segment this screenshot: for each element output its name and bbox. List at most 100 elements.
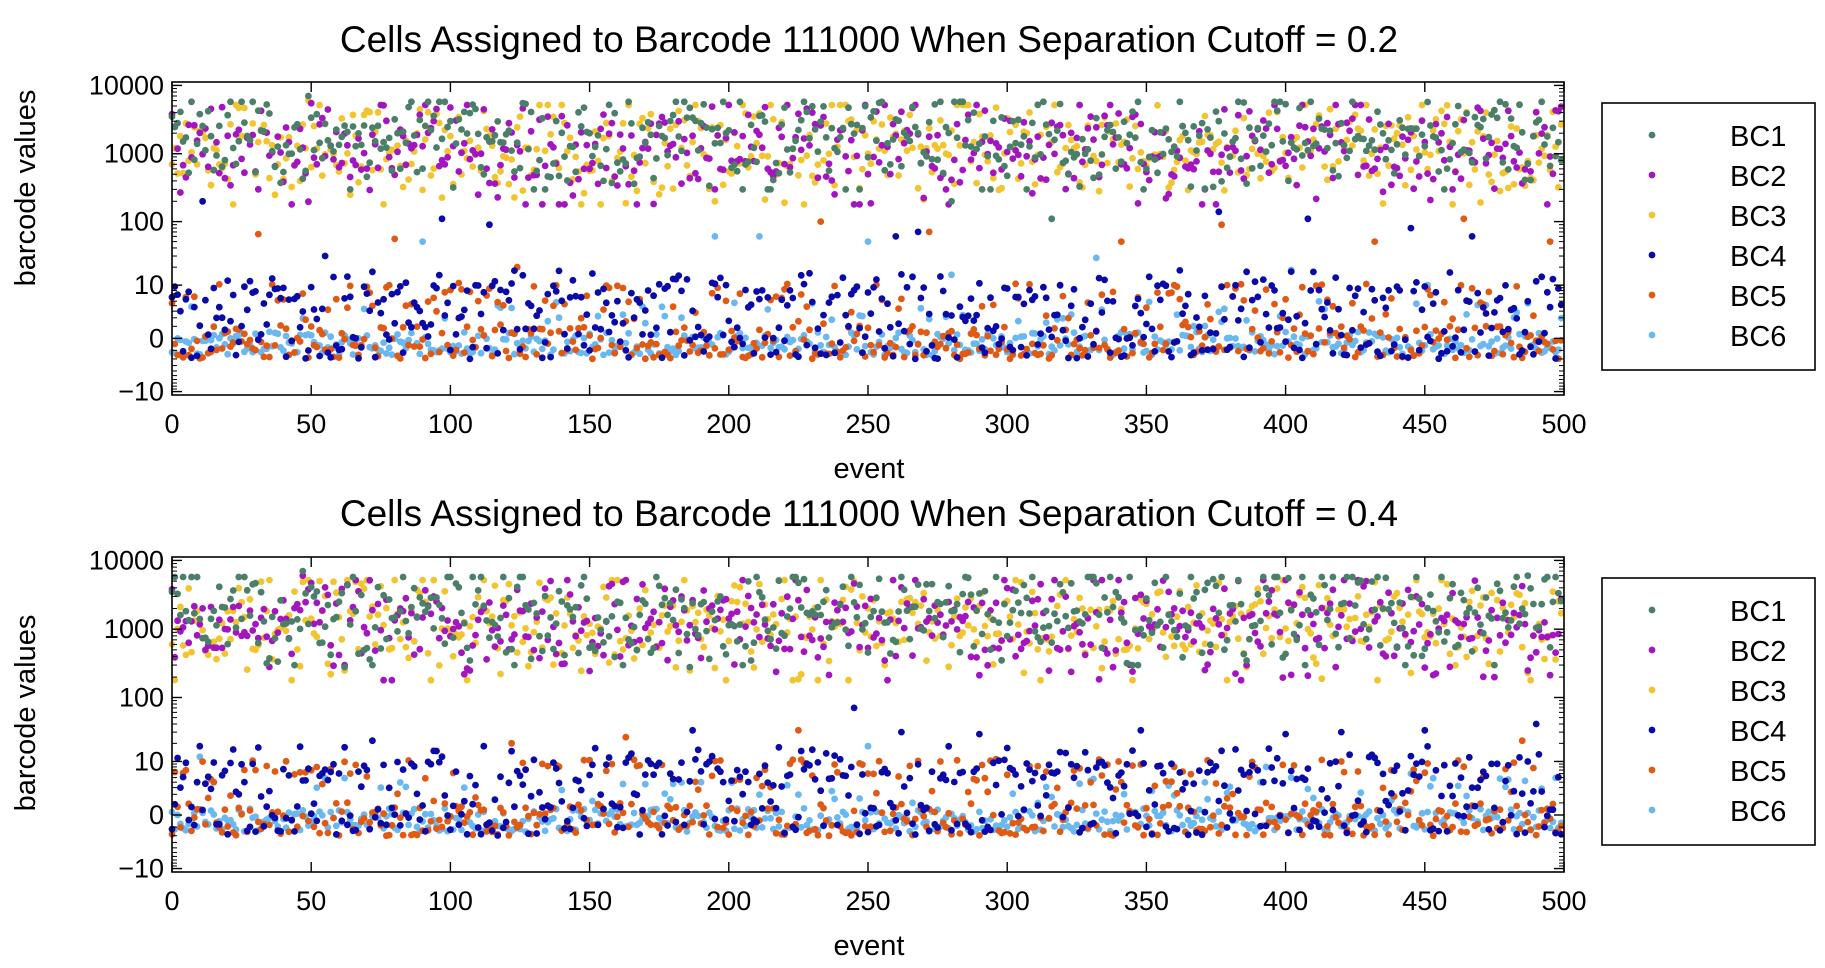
data-point (1318, 305, 1326, 313)
data-point (1513, 315, 1521, 322)
data-point (1028, 340, 1036, 348)
data-point (174, 754, 182, 762)
data-point (583, 311, 591, 318)
data-point (399, 323, 407, 331)
data-point (357, 166, 365, 174)
data-point (494, 118, 502, 125)
data-point (424, 298, 432, 305)
data-point (1485, 171, 1493, 178)
data-point (238, 155, 246, 163)
series-bc4 (168, 704, 1565, 839)
data-point (488, 125, 496, 133)
data-point (357, 343, 365, 351)
data-point (923, 657, 930, 664)
data-point (1410, 771, 1418, 779)
data-point (870, 153, 877, 161)
data-point (1371, 238, 1379, 246)
data-point (1474, 784, 1482, 792)
data-point (625, 354, 632, 361)
data-point (1362, 280, 1370, 288)
data-point (989, 759, 997, 767)
data-point (1488, 324, 1495, 332)
data-point (474, 130, 482, 138)
data-point (586, 347, 593, 354)
data-point (658, 354, 666, 362)
data-point (369, 166, 376, 174)
data-point (1399, 124, 1406, 132)
data-point (202, 146, 209, 154)
data-point (825, 832, 833, 840)
data-point (1432, 815, 1440, 823)
data-point (1418, 131, 1426, 139)
data-point (1499, 350, 1507, 358)
data-point (458, 810, 465, 818)
data-point (909, 323, 916, 330)
data-point (1204, 768, 1211, 776)
data-point (689, 307, 696, 315)
data-point (591, 744, 599, 752)
data-point (900, 636, 908, 644)
data-point (1329, 167, 1337, 174)
data-point (847, 116, 855, 123)
data-point (352, 761, 360, 769)
data-point (761, 103, 769, 111)
data-point (828, 177, 836, 184)
data-point (1482, 109, 1490, 117)
data-point (602, 299, 610, 307)
data-point (1549, 124, 1557, 132)
data-point (363, 290, 371, 297)
data-point (291, 588, 298, 595)
data-point (1491, 347, 1498, 355)
data-point (1101, 336, 1108, 344)
data-point (917, 294, 925, 302)
data-point (369, 131, 376, 139)
data-point (945, 334, 953, 341)
data-point (410, 343, 418, 350)
data-point (1251, 136, 1259, 144)
data-point (346, 293, 354, 301)
data-point (480, 742, 488, 750)
data-point (516, 164, 524, 172)
data-point (580, 323, 588, 331)
data-point (1240, 114, 1248, 122)
data-point (981, 774, 989, 782)
data-point (811, 825, 819, 833)
data-point (1179, 122, 1186, 130)
data-point (594, 132, 602, 139)
data-point (318, 172, 326, 180)
data-point (305, 765, 312, 773)
data-point (1262, 822, 1270, 830)
data-point (1207, 150, 1214, 158)
data-point (856, 324, 863, 332)
data-point (647, 110, 655, 118)
data-point (182, 759, 190, 767)
data-point (736, 329, 744, 337)
data-point (1262, 158, 1270, 166)
data-point (1257, 806, 1264, 814)
data-point (527, 302, 535, 310)
data-point (1312, 195, 1320, 203)
data-point (1460, 819, 1468, 827)
data-point (563, 338, 571, 346)
data-point (1518, 737, 1526, 745)
data-point (254, 185, 262, 193)
data-point (558, 798, 566, 805)
data-point (859, 349, 866, 357)
data-point (864, 324, 872, 332)
data-point (602, 145, 610, 153)
data-point (241, 169, 248, 177)
data-point (875, 341, 883, 349)
data-point (385, 153, 393, 161)
data-point (1148, 830, 1156, 838)
data-point (1351, 811, 1359, 819)
data-point (964, 111, 972, 119)
data-point (204, 773, 212, 781)
data-point (332, 831, 340, 838)
data-point (1014, 116, 1022, 124)
data-point (433, 747, 440, 755)
data-point (1360, 308, 1367, 316)
data-point (488, 352, 496, 360)
data-point (769, 334, 777, 342)
data-point (898, 295, 905, 303)
data-point (491, 131, 499, 139)
